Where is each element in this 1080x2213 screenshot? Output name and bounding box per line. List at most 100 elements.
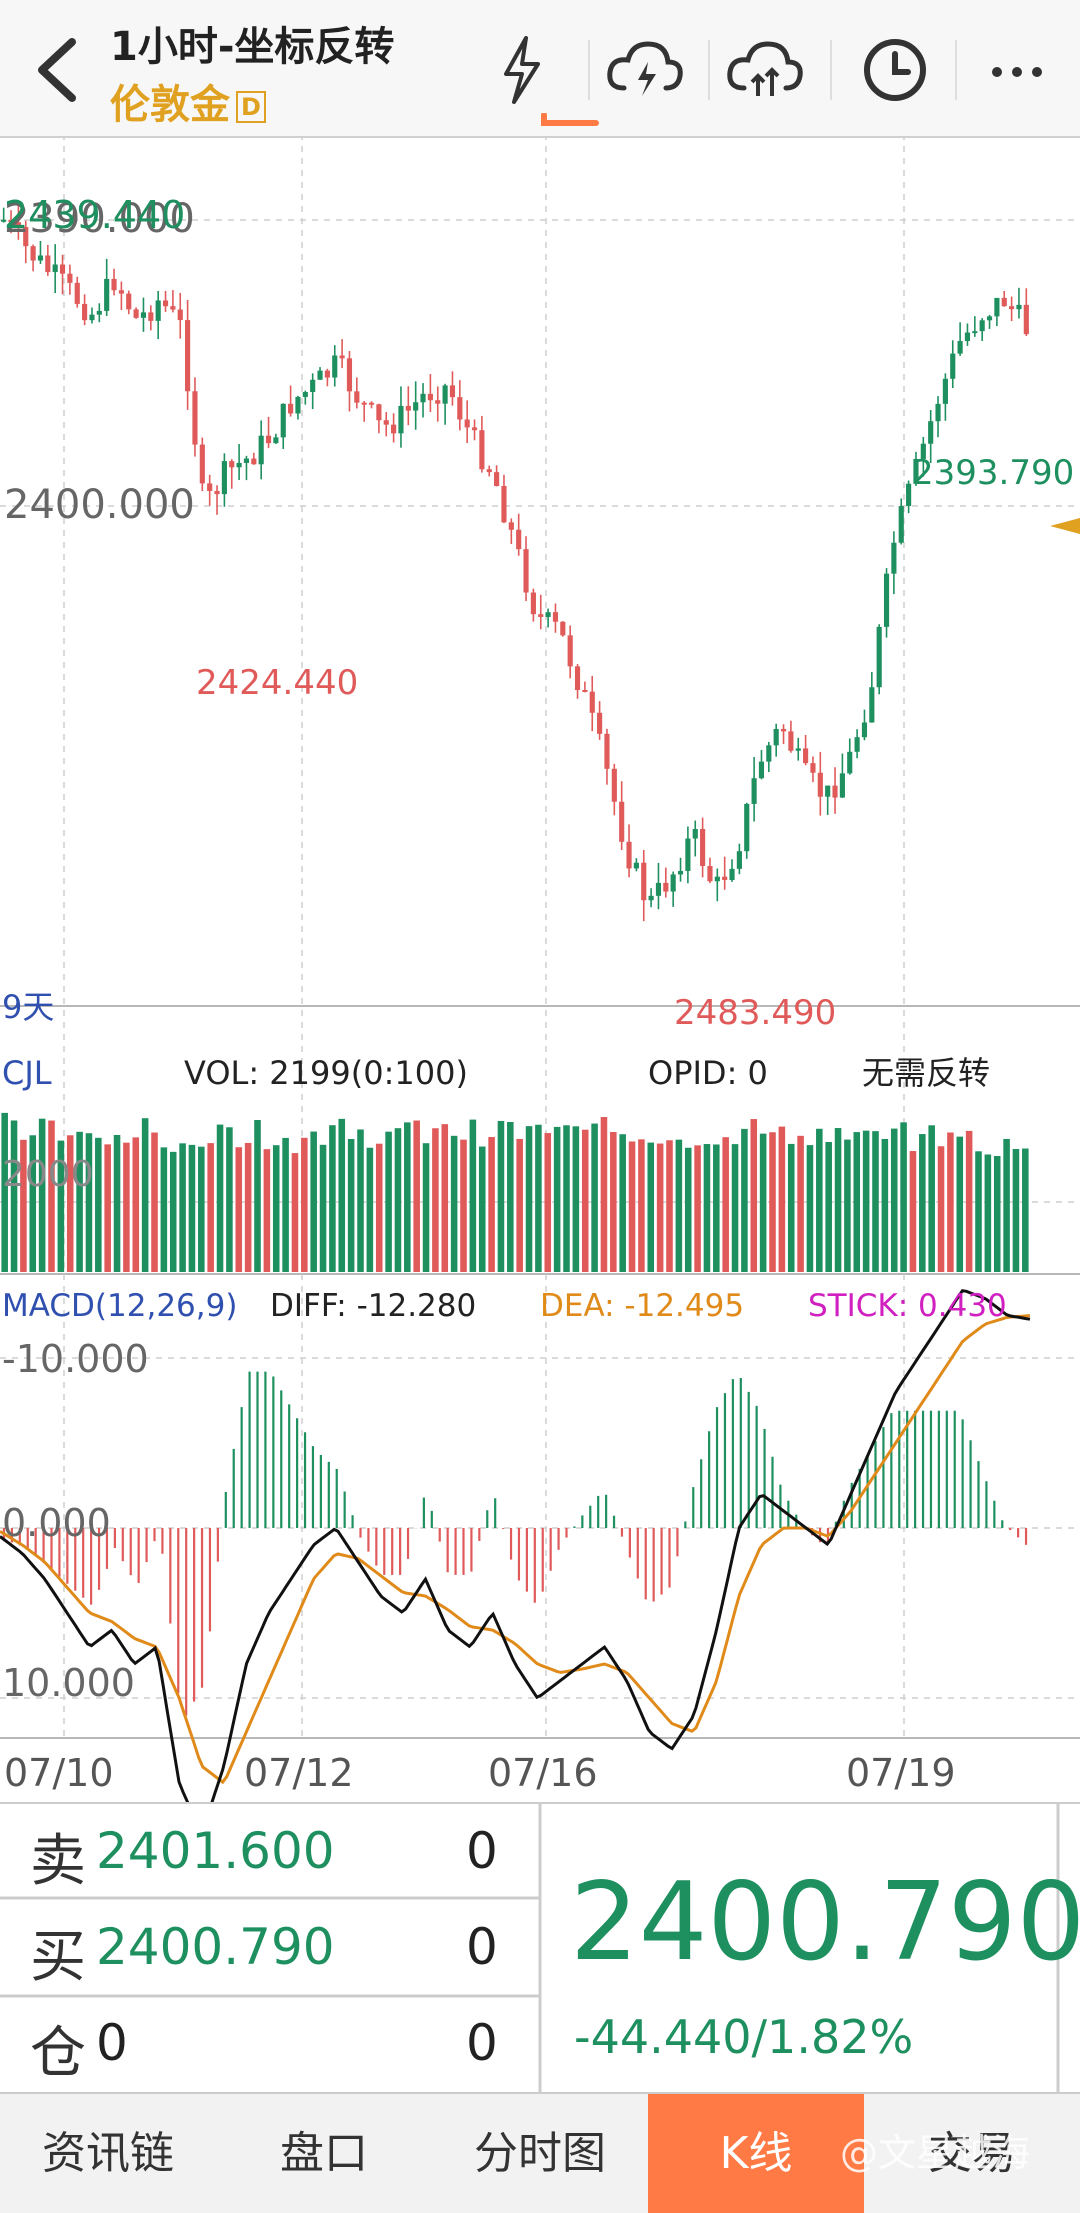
volume-bar (310, 1131, 317, 1272)
position-label: 仓 (30, 2021, 86, 2086)
volume-bar (890, 1128, 898, 1272)
candle-body (957, 341, 963, 354)
volume-bar (169, 1151, 177, 1272)
candle-body (494, 472, 500, 486)
volume-bar (947, 1132, 954, 1272)
x-label-0710: 07/10 (4, 1751, 114, 1795)
candle-body (126, 293, 132, 310)
candle-body (825, 785, 831, 797)
volume-bar (937, 1146, 945, 1272)
candle-body (140, 312, 147, 318)
candle-body (413, 402, 419, 411)
volume-bar (919, 1134, 926, 1272)
candle-body (508, 522, 514, 530)
sell-price[interactable]: 2401.600 (96, 1822, 335, 1880)
volume-bar (375, 1143, 383, 1272)
volume-bar (319, 1144, 327, 1272)
candle-body (8, 219, 14, 223)
volume-bar (741, 1128, 748, 1272)
candle-body (677, 870, 684, 875)
x-label-0719: 07/19 (846, 1751, 956, 1795)
volume-bar (282, 1137, 289, 1272)
candle-body (611, 768, 617, 802)
volume-bar (806, 1145, 814, 1272)
volume-bar (731, 1144, 739, 1272)
sell-qty: 0 (466, 1822, 498, 1880)
candle-body (773, 728, 779, 746)
candle-body (545, 612, 551, 617)
volume-bar (254, 1120, 261, 1272)
macd-tick-bottom: 10.000 (2, 1661, 135, 1705)
candle-body (928, 421, 934, 444)
tab-news-chain[interactable]: 资讯链 (42, 2128, 174, 2179)
candle-body (589, 691, 595, 713)
volume-bar (48, 1120, 55, 1272)
candle-body (258, 435, 264, 465)
volume-bar (750, 1119, 758, 1272)
candle-body (530, 592, 536, 615)
candle-body (236, 462, 242, 468)
macd-diff-line (0, 1289, 1031, 1802)
buy-label: 买 (30, 1925, 86, 1990)
clock-icon[interactable] (850, 30, 940, 110)
candle-body (192, 391, 198, 445)
candle-body (457, 397, 463, 420)
candle-body (427, 393, 433, 401)
volume-bar (797, 1135, 804, 1272)
macd-indicator-name: MACD(12,26,9) (2, 1288, 237, 1324)
candle-body (420, 393, 426, 403)
flash-icon[interactable] (478, 30, 568, 110)
candle-body (685, 838, 691, 871)
macd-tick-zero: 0.000 (2, 1501, 111, 1545)
candle-body (104, 278, 110, 311)
volume-bar (198, 1146, 205, 1272)
volume-bar (1022, 1148, 1029, 1272)
volume-bar (357, 1129, 364, 1272)
volume-bar (404, 1122, 411, 1272)
tab-order-book[interactable]: 盘口 (280, 2128, 368, 2179)
candle-body (906, 483, 912, 507)
macd-stick-value: STICK: 0.430 (808, 1288, 1007, 1324)
volume-bar (10, 1120, 18, 1272)
volume-bar (610, 1131, 617, 1272)
volume-bar (497, 1120, 505, 1272)
price-overlap-label: 2439.440 (4, 193, 185, 237)
instrument-name[interactable]: 伦敦金 D (110, 72, 266, 130)
candle-body (67, 273, 73, 283)
volume-bar (20, 1139, 27, 1272)
tab-intraday[interactable]: 分时图 (474, 2128, 606, 2179)
candle-body (273, 437, 279, 444)
bottom-nav: 资讯链 盘口 分时图 K线 交易 (0, 2092, 1080, 2213)
candle-body (74, 282, 80, 304)
x-label-0716: 07/16 (488, 1751, 598, 1795)
volume-bar (141, 1118, 149, 1272)
candle-body (832, 785, 838, 798)
cloud-upload-icon[interactable] (720, 30, 810, 110)
candle-body (722, 876, 728, 881)
candle-body (780, 728, 787, 732)
tab-kline[interactable]: K线 (648, 2094, 864, 2213)
tab-trade[interactable]: 交易 (928, 2128, 1016, 2179)
cloud-flash-icon[interactable] (600, 30, 690, 110)
volume-bar (844, 1139, 851, 1272)
candle-body (560, 621, 566, 636)
more-icon[interactable] (975, 30, 1065, 110)
candle-body (567, 635, 573, 667)
volume-bar (656, 1143, 664, 1272)
candle-body (810, 763, 816, 773)
candle-body (758, 761, 765, 779)
back-arrow-icon[interactable] (24, 30, 94, 110)
buy-price[interactable]: 2400.790 (96, 1918, 335, 1976)
kline-chart[interactable]: 2390.000 2439.440 2400.000 2393.790 2424… (0, 136, 1080, 1802)
flash-indicator (540, 112, 600, 126)
candle-body (913, 458, 919, 484)
volume-bar (263, 1149, 271, 1272)
volume-bar (993, 1155, 1001, 1272)
candle-body (619, 801, 625, 842)
volume-bar (113, 1134, 121, 1272)
volume-bar (507, 1121, 514, 1272)
instrument-tag: D (236, 91, 266, 123)
candle-body (317, 370, 323, 380)
instrument-label: 伦敦金 (110, 82, 230, 128)
candle-body (538, 614, 544, 617)
